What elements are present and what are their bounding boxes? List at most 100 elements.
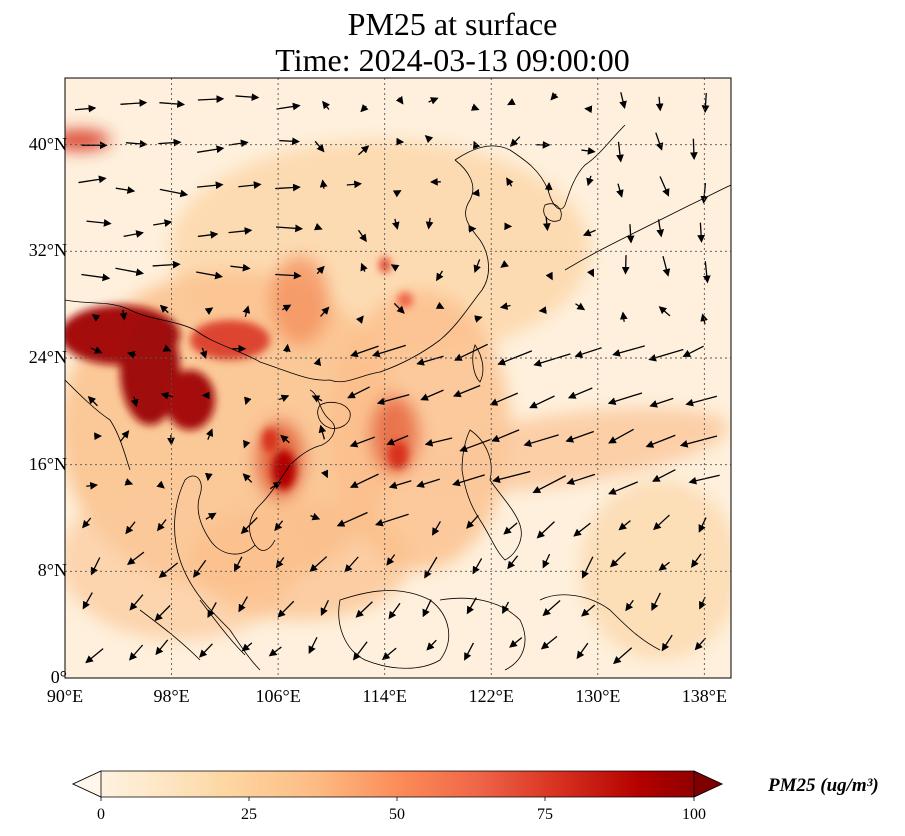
wind-arrow [207,602,217,619]
wind-arrow [160,391,174,400]
wind-arrow [659,176,670,197]
colorbar-extend-min [72,770,102,798]
wind-arrow [159,188,189,198]
wind-arrow [698,517,707,533]
wind-arrow [244,396,252,406]
wind-arrow [425,217,434,230]
wind-arrow [153,219,173,227]
wind-arrow [416,478,440,488]
wind-arrow [234,556,243,572]
wind-arrow [538,306,547,314]
wind-arrow [282,304,292,312]
wind-arrow [694,637,707,651]
wind-arrow [582,229,596,237]
wind-arrow [344,556,359,573]
wind-arrow [275,557,285,569]
wind-arrow [87,395,98,407]
wind-arrow [78,175,107,184]
lon-tick-label: 122°E [468,686,514,706]
wind-arrow [507,98,516,106]
wind-arrow [128,644,144,661]
wind-arrow [658,561,670,571]
wind-arrow [355,601,373,618]
wind-arrow [199,643,213,658]
wind-arrow [424,437,453,447]
wind-arrow [91,314,101,322]
wind-arrow [238,181,262,189]
wind-arrow [649,397,674,408]
wind-arrow [86,219,112,227]
colorbar-tick-label: 75 [537,806,553,823]
wind-arrow [621,255,630,275]
wind-arrow [275,271,302,280]
wind-arrow [616,183,624,198]
wind-arrow [346,180,363,189]
lat-tick-label: 24°N [28,347,67,367]
wind-arrow [242,305,251,317]
lat-tick-label: 16°N [28,453,67,474]
wind-arrow [575,302,586,311]
wind-vectors [74,92,720,665]
wind-arrow [424,135,434,144]
wind-arrow [607,392,643,406]
wind-arrow [355,315,364,324]
colorbar-tick-label: 0 [97,806,105,823]
wind-arrow [86,481,98,490]
wind-arrow [626,224,635,244]
wind-arrow [123,230,144,238]
wind-arrow [235,93,260,101]
wind-arrow [542,599,561,617]
wind-arrow [277,600,295,618]
wind-arrow [586,175,594,187]
wind-arrow [697,222,706,243]
wind-arrow [655,132,664,151]
wind-arrow [584,105,593,114]
wind-arrow [197,95,225,103]
wind-arrow [313,357,322,367]
wind-arrow [540,635,558,650]
wind-arrow [156,480,165,489]
wind-arrow [489,392,519,406]
wind-arrow [542,216,551,232]
wind-arrow [228,227,253,235]
wind-arrow [466,597,477,615]
lon-tick-label: 98°E [153,686,190,706]
wind-arrow [581,556,594,579]
wind-arrow [204,307,214,315]
wind-arrow [608,428,634,444]
wind-arrow [278,394,290,402]
wind-arrow [542,553,551,569]
wind-arrow [436,270,444,282]
wind-arrow [197,230,219,239]
wind-arrow [82,517,92,529]
wind-arrow [506,177,514,187]
wind-arrow [349,436,376,448]
wind-arrow [653,514,670,531]
wind-arrow [388,480,412,489]
wind-arrow [314,140,325,153]
wind-arrow [388,602,401,620]
wind-arrow [115,186,136,194]
map-frame [64,77,732,679]
wind-arrow [90,557,101,576]
wind-arrow [350,345,379,358]
wind-arrow [127,551,145,566]
wind-arrow [386,554,396,566]
wind-arrow [459,438,491,453]
wind-arrow [155,639,169,656]
wind-arrow [470,103,480,111]
wind-arrow [533,353,571,367]
wind-arrow [320,599,329,616]
wind-arrow [125,521,136,535]
wind-arrow [503,522,518,535]
wind-arrow [85,648,104,664]
wind-arrow [310,512,321,521]
lon-tick-label: 130°E [575,686,621,706]
wind-arrow [311,395,323,403]
wind-arrow [507,555,519,570]
wind-arrow [499,302,511,310]
wind-arrow [625,599,634,612]
wind-arrow [119,309,128,321]
wind-arrow [375,513,409,527]
wind-arrow [574,347,602,358]
